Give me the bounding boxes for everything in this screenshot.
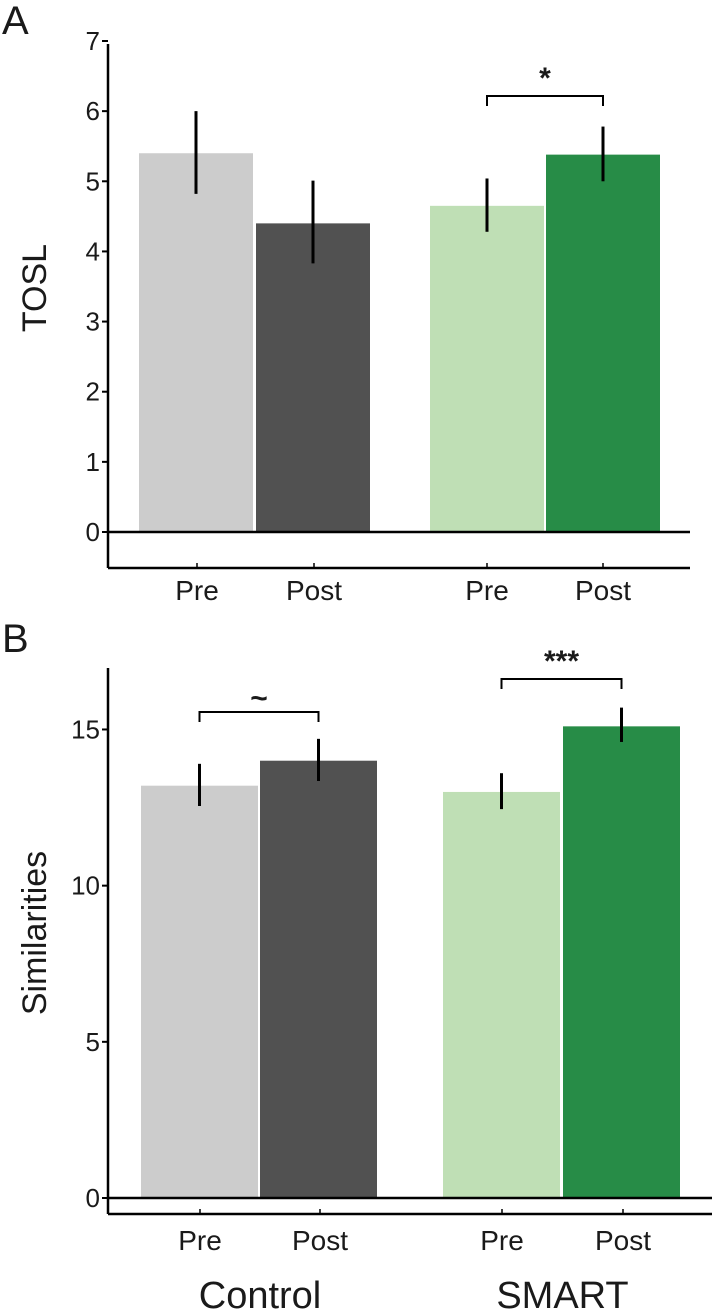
- significance-bracket: [500, 678, 623, 689]
- bar-control-pre: [139, 153, 253, 532]
- x-tick-label: Pre: [465, 575, 509, 606]
- x-tick-label: Pre: [480, 1225, 524, 1256]
- significance-bracket: [198, 711, 320, 722]
- y-tick-label: 2: [86, 377, 100, 407]
- x-tick-label: Post: [575, 575, 631, 606]
- panel-a-chart: A 0 1 2 3 4 5 6 7 TOSL Pre Post Pre Post *: [2, 0, 690, 606]
- bar-smart-post: [546, 154, 660, 533]
- significance-bracket: [486, 95, 604, 106]
- panel-b-chart: B 0 5 10 15 Similarities Pre Post Pre Post ~ *** Con…: [2, 617, 712, 1313]
- x-tick-label: Pre: [175, 575, 219, 606]
- y-tick-label: 10: [71, 871, 100, 901]
- bar-smart-pre: [430, 205, 544, 533]
- panel-letter: B: [2, 617, 29, 661]
- group-label-control: Control: [199, 1275, 322, 1313]
- significance-label: ~: [250, 682, 268, 715]
- bar-control-pre: [141, 785, 258, 1198]
- x-tick-label: Post: [595, 1225, 651, 1256]
- significance-label: ***: [544, 645, 579, 678]
- x-tick-label: Pre: [178, 1225, 222, 1256]
- y-tick-label: 1: [86, 447, 100, 477]
- y-axis-label: Similarities: [16, 851, 54, 1015]
- y-tick-label: 5: [86, 166, 100, 196]
- y-tick-label: 0: [86, 1183, 100, 1213]
- y-tick-label: 7: [86, 26, 100, 56]
- y-axis-label: TOSL: [16, 244, 54, 332]
- y-tick-label: 15: [71, 714, 100, 744]
- bar-smart-post: [563, 726, 680, 1198]
- y-tick-label: 5: [86, 1027, 100, 1057]
- y-tick-label: 6: [86, 96, 100, 126]
- bar-smart-pre: [443, 791, 560, 1198]
- group-label-smart: SMART: [496, 1275, 628, 1313]
- y-tick-label: 4: [86, 236, 100, 266]
- y-tick-label: 3: [86, 307, 100, 337]
- x-tick-label: Post: [292, 1225, 348, 1256]
- panel-letter: A: [2, 0, 29, 43]
- x-tick-label: Post: [286, 575, 342, 606]
- bar-control-post: [260, 760, 377, 1198]
- bar-control-post: [256, 223, 370, 532]
- significance-label: *: [539, 62, 551, 95]
- y-tick-label: 0: [86, 517, 100, 547]
